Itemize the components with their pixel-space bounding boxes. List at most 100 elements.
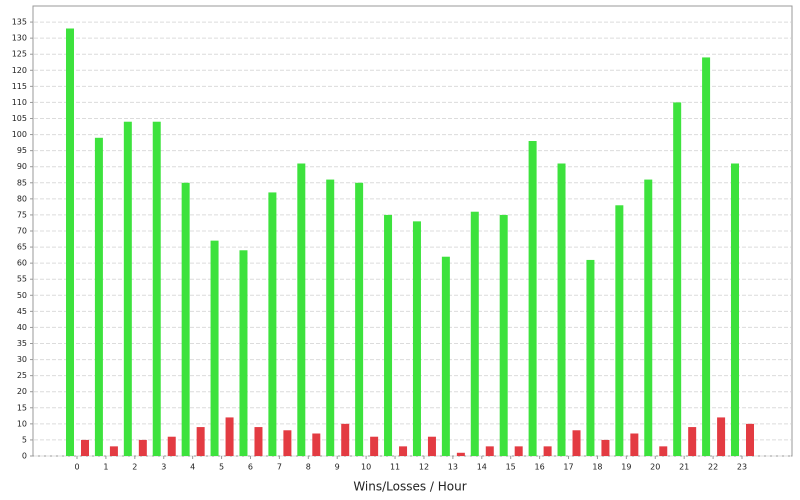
bar <box>659 446 668 456</box>
bar <box>412 221 421 456</box>
y-tick-label: 45 <box>17 307 27 316</box>
x-tick-label: 17 <box>563 463 573 472</box>
bar <box>399 446 408 456</box>
x-tick-label: 15 <box>506 463 516 472</box>
bar <box>601 439 610 456</box>
bar <box>123 121 132 456</box>
y-tick-label: 130 <box>12 34 27 43</box>
bar <box>268 192 277 456</box>
x-tick-label: 19 <box>621 463 631 472</box>
y-tick-label: 50 <box>17 291 27 300</box>
x-tick-label: 8 <box>306 463 311 472</box>
x-tick-label: 22 <box>708 463 718 472</box>
bar <box>427 436 436 456</box>
bar <box>81 439 89 456</box>
y-tick-label: 120 <box>12 66 27 75</box>
bar <box>746 423 754 456</box>
bar <box>66 28 74 456</box>
x-tick-label: 21 <box>679 463 689 472</box>
y-tick-label: 15 <box>17 403 27 412</box>
bar <box>370 436 379 456</box>
bar <box>615 205 624 456</box>
bar <box>572 430 581 456</box>
x-tick-label: 3 <box>161 463 166 472</box>
x-tick-label: 20 <box>650 463 660 472</box>
x-tick-label: 23 <box>737 463 747 472</box>
bar <box>109 446 118 456</box>
x-tick-label: 11 <box>390 463 400 472</box>
bar <box>543 446 552 456</box>
bar <box>239 250 248 456</box>
x-tick-label: 10 <box>361 463 371 472</box>
x-tick-label: 18 <box>592 463 602 472</box>
y-tick-label: 110 <box>12 98 27 107</box>
bar <box>644 179 653 457</box>
bar <box>167 436 176 456</box>
bar <box>470 211 479 456</box>
x-axis-label: Wins/Losses / Hour <box>353 480 466 494</box>
y-tick-label: 10 <box>17 419 27 428</box>
bar <box>94 137 103 457</box>
x-tick-label: 2 <box>132 463 137 472</box>
y-tick-label: 125 <box>12 50 27 59</box>
bar <box>283 430 292 456</box>
bar <box>210 240 219 456</box>
bar <box>355 182 364 457</box>
y-tick-label: 65 <box>17 243 27 252</box>
bar <box>456 452 465 456</box>
y-tick-label: 30 <box>17 355 27 364</box>
bar <box>630 433 639 456</box>
y-tick-label: 70 <box>17 227 27 236</box>
y-tick-label: 135 <box>12 18 27 27</box>
bar <box>673 102 682 456</box>
bar <box>688 427 697 456</box>
bar <box>341 423 350 456</box>
y-tick-label: 40 <box>17 323 27 332</box>
y-tick-label: 115 <box>12 82 27 91</box>
bar <box>152 121 161 456</box>
bar <box>181 182 190 457</box>
y-tick-label: 20 <box>17 387 27 396</box>
bar <box>254 427 263 456</box>
x-tick-label: 0 <box>74 463 79 472</box>
bar <box>441 256 450 456</box>
bar <box>326 179 335 457</box>
y-tick-label: 25 <box>17 371 27 380</box>
bar <box>514 446 523 456</box>
y-tick-label: 90 <box>17 162 27 171</box>
x-tick-label: 12 <box>419 463 429 472</box>
x-tick-label: 16 <box>535 463 545 472</box>
x-tick-label: 13 <box>448 463 458 472</box>
y-tick-label: 105 <box>12 114 27 123</box>
bar <box>717 417 726 456</box>
x-tick-label: 6 <box>248 463 253 472</box>
y-tick-label: 85 <box>17 178 27 187</box>
y-tick-label: 75 <box>17 210 27 219</box>
bar <box>297 163 306 456</box>
bar <box>196 427 205 456</box>
bar <box>702 57 711 457</box>
x-tick-label: 9 <box>335 463 340 472</box>
bar <box>731 163 739 456</box>
x-tick-label: 1 <box>103 463 108 472</box>
bar <box>312 433 321 456</box>
x-tick-label: 5 <box>219 463 224 472</box>
bar <box>528 141 537 456</box>
x-tick-label: 14 <box>477 463 487 472</box>
y-tick-label: 60 <box>17 259 27 268</box>
y-tick-label: 55 <box>17 275 27 284</box>
y-tick-label: 95 <box>17 146 27 155</box>
bar <box>225 417 234 456</box>
x-tick-label: 4 <box>190 463 195 472</box>
y-tick-label: 5 <box>22 435 27 444</box>
x-tick-label: 7 <box>277 463 282 472</box>
bar <box>557 163 566 456</box>
bar <box>384 214 393 456</box>
bar <box>586 259 595 456</box>
y-tick-label: 0 <box>22 452 27 461</box>
bar <box>485 446 494 456</box>
y-tick-label: 100 <box>12 130 27 139</box>
y-tick-label: 80 <box>17 194 27 203</box>
bar <box>499 214 508 456</box>
